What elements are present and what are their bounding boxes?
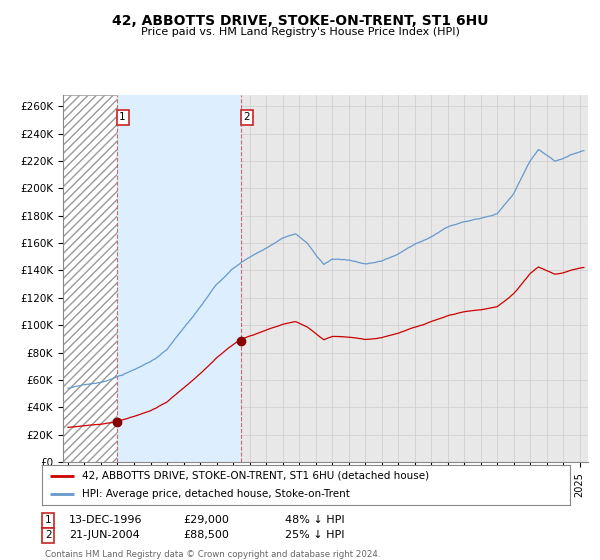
Text: HPI: Average price, detached house, Stoke-on-Trent: HPI: Average price, detached house, Stok… xyxy=(82,489,349,499)
Text: Price paid vs. HM Land Registry's House Price Index (HPI): Price paid vs. HM Land Registry's House … xyxy=(140,27,460,37)
Text: 2: 2 xyxy=(45,530,52,540)
Text: 1: 1 xyxy=(45,515,52,525)
Text: 42, ABBOTTS DRIVE, STOKE-ON-TRENT, ST1 6HU: 42, ABBOTTS DRIVE, STOKE-ON-TRENT, ST1 6… xyxy=(112,14,488,28)
Text: 2: 2 xyxy=(243,112,250,122)
Text: 48% ↓ HPI: 48% ↓ HPI xyxy=(285,515,344,525)
Text: £88,500: £88,500 xyxy=(183,530,229,540)
Bar xyxy=(117,95,241,462)
Text: Contains HM Land Registry data © Crown copyright and database right 2024.
This d: Contains HM Land Registry data © Crown c… xyxy=(45,550,380,560)
Text: 21-JUN-2004: 21-JUN-2004 xyxy=(69,530,140,540)
Text: 25% ↓ HPI: 25% ↓ HPI xyxy=(285,530,344,540)
Text: 1: 1 xyxy=(119,112,126,122)
Text: £29,000: £29,000 xyxy=(183,515,229,525)
Text: 42, ABBOTTS DRIVE, STOKE-ON-TRENT, ST1 6HU (detached house): 42, ABBOTTS DRIVE, STOKE-ON-TRENT, ST1 6… xyxy=(82,471,429,480)
Bar xyxy=(63,95,117,462)
Text: 13-DEC-1996: 13-DEC-1996 xyxy=(69,515,143,525)
